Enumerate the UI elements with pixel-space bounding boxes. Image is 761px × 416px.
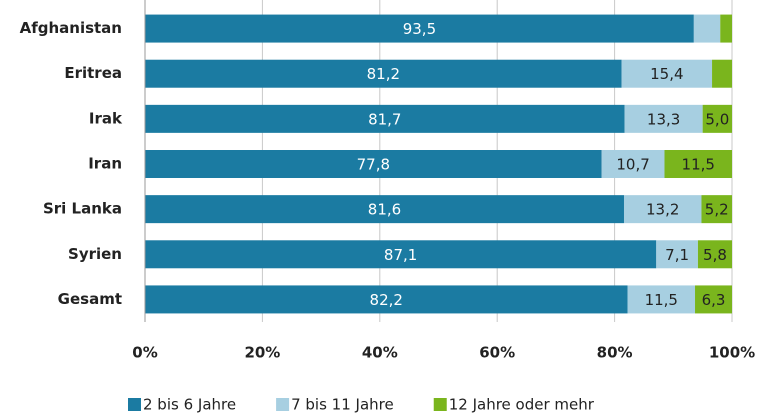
category-label: Irak bbox=[89, 109, 123, 127]
category-label: Sri Lanka bbox=[43, 200, 122, 218]
value-label: 5,8 bbox=[703, 246, 727, 264]
bar-segment bbox=[145, 195, 624, 224]
bar-segment bbox=[693, 14, 721, 43]
value-label: 10,7 bbox=[616, 156, 649, 174]
bar-segment bbox=[695, 285, 732, 314]
category-label: Eritrea bbox=[64, 64, 122, 82]
value-label: 82,2 bbox=[370, 291, 403, 309]
bar-segment bbox=[145, 59, 622, 88]
value-label: 81,2 bbox=[367, 65, 400, 83]
x-tick-label: 40% bbox=[362, 344, 398, 362]
value-label: 13,3 bbox=[647, 110, 680, 128]
bar-segment bbox=[601, 150, 665, 178]
value-label: 13,2 bbox=[646, 201, 679, 219]
legend-label: 7 bis 11 Jahre bbox=[291, 396, 394, 414]
value-label: 15,4 bbox=[650, 65, 683, 83]
bar-segment bbox=[145, 150, 602, 178]
value-label: 87,1 bbox=[384, 246, 417, 264]
legend-swatch bbox=[433, 398, 447, 411]
value-label: 11,5 bbox=[645, 291, 678, 309]
value-label: 6,3 bbox=[702, 291, 726, 309]
bar-segment bbox=[702, 104, 732, 133]
bar-segment bbox=[145, 14, 694, 43]
bar-segment bbox=[656, 240, 698, 269]
bar-segment bbox=[720, 14, 732, 43]
value-label: 81,7 bbox=[368, 110, 401, 128]
bar-segment bbox=[664, 150, 732, 178]
bar-segment bbox=[627, 285, 696, 314]
x-tick-label: 20% bbox=[244, 344, 280, 362]
category-label: Gesamt bbox=[58, 290, 122, 308]
x-tick-label: 80% bbox=[597, 344, 633, 362]
bar-segment bbox=[701, 195, 732, 224]
bar-segment bbox=[145, 285, 628, 314]
legend-swatch bbox=[276, 398, 290, 411]
value-label: 5,0 bbox=[705, 110, 729, 128]
bar-segment bbox=[621, 59, 713, 88]
x-tick-label: 60% bbox=[479, 344, 515, 362]
bar-segment bbox=[697, 240, 732, 269]
category-label: Afghanistan bbox=[20, 19, 122, 37]
legend-label: 2 bis 6 Jahre bbox=[143, 396, 236, 414]
value-label: 81,6 bbox=[368, 201, 401, 219]
bar-segment bbox=[623, 195, 702, 224]
legend-label: 12 Jahre oder mehr bbox=[449, 396, 595, 414]
x-tick-label: 0% bbox=[132, 344, 157, 362]
value-label: 5,2 bbox=[705, 201, 729, 219]
bar-segment bbox=[145, 104, 625, 133]
bar-segment bbox=[624, 104, 703, 133]
value-label: 11,5 bbox=[682, 156, 715, 174]
bar-segment bbox=[145, 240, 657, 269]
value-label: 77,8 bbox=[357, 156, 390, 174]
x-tick-label: 100% bbox=[709, 344, 755, 362]
category-label: Iran bbox=[88, 155, 122, 173]
legend-swatch bbox=[128, 398, 141, 411]
bar-segment bbox=[712, 59, 732, 88]
category-label: Syrien bbox=[68, 245, 122, 263]
value-label: 7,1 bbox=[665, 246, 689, 264]
value-label: 93,5 bbox=[403, 20, 436, 38]
